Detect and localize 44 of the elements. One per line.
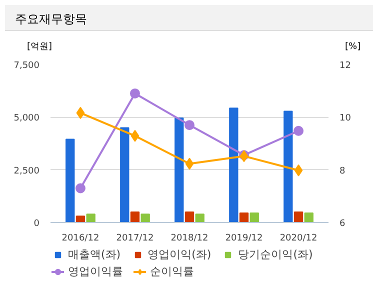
bar: [239, 212, 249, 222]
y2-tick-label: 8: [340, 166, 346, 176]
point: [294, 126, 304, 136]
bar: [120, 127, 130, 222]
legend-label: 영업이익(좌): [148, 247, 212, 262]
bar: [195, 214, 204, 222]
bar: [174, 118, 184, 222]
point: [184, 120, 194, 130]
x-tick-label: 2018/12: [170, 234, 208, 244]
point: [130, 130, 140, 142]
bar: [140, 214, 150, 222]
y2-tick-label: 10: [340, 114, 352, 124]
x-tick-label: 2020/12: [280, 234, 318, 244]
point: [75, 183, 86, 194]
bar: [284, 110, 293, 222]
y2-tick-label: 6: [340, 219, 346, 229]
legend-label: 당기순이익(좌): [238, 247, 313, 262]
bar: [184, 211, 194, 222]
bar: [229, 108, 238, 222]
point: [185, 158, 194, 170]
legend-label: 영업이익률: [68, 264, 123, 279]
chart-title: 주요재무항목: [15, 11, 87, 28]
y2-axis-title: [%]: [345, 41, 361, 54]
y-axis-title: [억원]: [27, 41, 52, 54]
bar: [130, 211, 140, 222]
bar: [304, 212, 314, 222]
y-tick-label: 7,500: [14, 61, 40, 71]
point: [294, 164, 303, 176]
y-tick-label: 0: [34, 219, 40, 229]
point: [76, 106, 85, 119]
legend-label: 매출액(좌): [68, 247, 121, 262]
bar: [250, 212, 259, 222]
y2-tick-label: 12: [340, 61, 351, 71]
x-tick-label: 2017/12: [116, 234, 154, 244]
x-tick-label: 2019/12: [225, 234, 263, 244]
x-tick-label: 2016/12: [62, 234, 100, 244]
bar: [294, 211, 304, 222]
point: [130, 88, 140, 98]
y-tick-label: 5,000: [14, 114, 40, 124]
bar: [76, 216, 86, 222]
bar: [66, 138, 75, 222]
bar: [86, 214, 96, 222]
y-tick-label: 2,500: [14, 166, 40, 176]
legend-label: 순이익률: [150, 264, 194, 279]
